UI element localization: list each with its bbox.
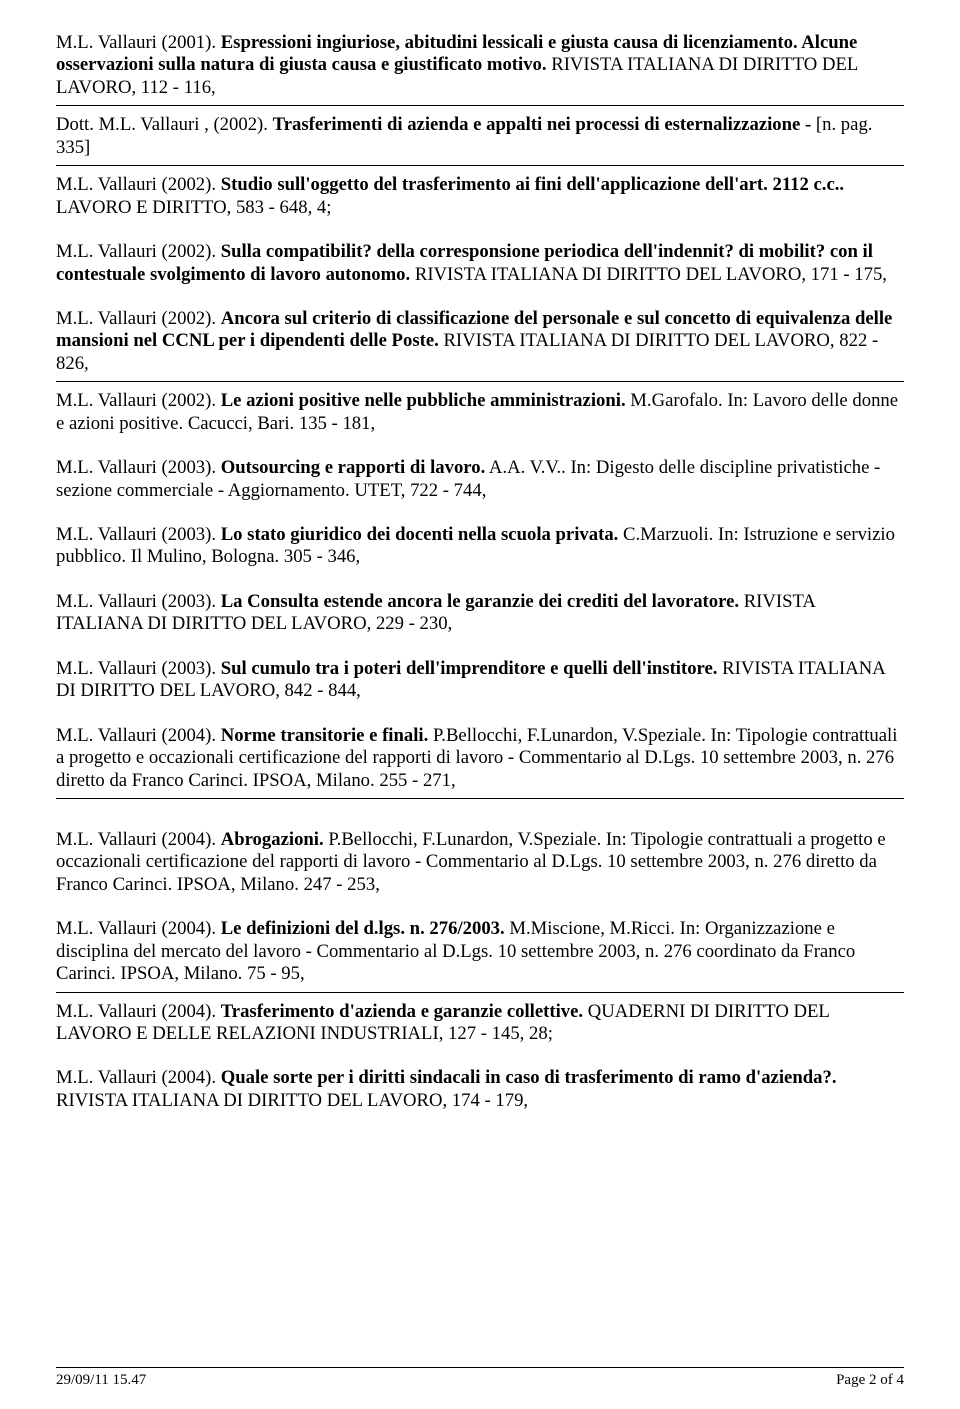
- spacer: [56, 642, 904, 658]
- entry-title: Studio sull'oggetto del trasferimento ai…: [221, 174, 844, 195]
- entry-text: M.L. Vallauri (2003). La Consulta estend…: [56, 591, 904, 636]
- bibliography-entry: M.L. Vallauri (2003). Outsourcing e rapp…: [56, 457, 904, 502]
- spacer: [56, 1118, 904, 1134]
- entry-title: La Consulta estende ancora le garanzie d…: [221, 591, 739, 612]
- spacer: [56, 1051, 904, 1067]
- entry-text: M.L. Vallauri (2004). Trasferimento d'az…: [56, 1001, 904, 1046]
- spacer: [56, 902, 904, 918]
- entry-text: M.L. Vallauri (2002). Le azioni positive…: [56, 390, 904, 435]
- spacer: [56, 709, 904, 725]
- entry-title: Trasferimenti di azienda e appalti nei p…: [273, 114, 812, 135]
- entry-title: Norme transitorie e finali.: [221, 725, 429, 746]
- entry-title: Trasferimento d'azienda e garanzie colle…: [221, 1001, 583, 1022]
- bibliography-entry: Dott. M.L. Vallauri , (2002). Trasferime…: [56, 114, 904, 159]
- entry-author-year: M.L. Vallauri (2004).: [56, 829, 221, 850]
- spacer: [56, 508, 904, 524]
- spacer: [56, 225, 904, 241]
- entry-text: M.L. Vallauri (2004). Norme transitorie …: [56, 725, 904, 792]
- bibliography-entry: M.L. Vallauri (2003). La Consulta estend…: [56, 591, 904, 636]
- entry-author-year: M.L. Vallauri (2003).: [56, 524, 221, 545]
- bibliography-entry: M.L. Vallauri (2002). Sulla compatibilit…: [56, 241, 904, 286]
- entry-text: M.L. Vallauri (2003). Outsourcing e rapp…: [56, 457, 904, 502]
- extra-spacer: [56, 807, 904, 829]
- entry-title: Le definizioni del d.lgs. n. 276/2003.: [221, 918, 505, 939]
- bibliography-entry: M.L. Vallauri (2003). Sul cumulo tra i p…: [56, 658, 904, 703]
- separator: [56, 165, 904, 166]
- bibliography-entry: M.L. Vallauri (2001). Espressioni ingiur…: [56, 32, 904, 99]
- footer-page-number: Page 2 of 4: [836, 1371, 904, 1389]
- entry-source: RIVISTA ITALIANA DI DIRITTO DEL LAVORO, …: [410, 264, 887, 285]
- spacer: [56, 575, 904, 591]
- entry-author-year: M.L. Vallauri (2002).: [56, 308, 221, 329]
- bibliography-entry: M.L. Vallauri (2004). Le definizioni del…: [56, 918, 904, 985]
- entry-title: Quale sorte per i diritti sindacali in c…: [221, 1067, 837, 1088]
- entry-text: M.L. Vallauri (2002). Sulla compatibilit…: [56, 241, 904, 286]
- entry-title: Outsourcing e rapporti di lavoro.: [221, 457, 486, 478]
- entry-title: Lo stato giuridico dei docenti nella scu…: [221, 524, 619, 545]
- bibliography-entry: M.L. Vallauri (2002). Ancora sul criteri…: [56, 308, 904, 375]
- entry-text: M.L. Vallauri (2002). Ancora sul criteri…: [56, 308, 904, 375]
- separator: [56, 381, 904, 382]
- spacer: [56, 441, 904, 457]
- entry-author-year: M.L. Vallauri (2002).: [56, 241, 221, 262]
- entry-author-year: Dott. M.L. Vallauri , (2002).: [56, 114, 273, 135]
- entry-author-year: M.L. Vallauri (2004).: [56, 918, 221, 939]
- entry-author-year: M.L. Vallauri (2004).: [56, 1067, 221, 1088]
- bibliography-entry: M.L. Vallauri (2003). Lo stato giuridico…: [56, 524, 904, 569]
- entry-text: M.L. Vallauri (2004). Le definizioni del…: [56, 918, 904, 985]
- entry-author-year: M.L. Vallauri (2002).: [56, 174, 221, 195]
- entry-text: M.L. Vallauri (2004). Abrogazioni. P.Bel…: [56, 829, 904, 896]
- entry-author-year: M.L. Vallauri (2004).: [56, 1001, 221, 1022]
- entry-text: Dott. M.L. Vallauri , (2002). Trasferime…: [56, 114, 904, 159]
- bibliography-entry: M.L. Vallauri (2004). Quale sorte per i …: [56, 1067, 904, 1112]
- bibliography-entry: M.L. Vallauri (2002). Le azioni positive…: [56, 390, 904, 435]
- bibliography-entry: M.L. Vallauri (2004). Trasferimento d'az…: [56, 1001, 904, 1046]
- entry-source: RIVISTA ITALIANA DI DIRITTO DEL LAVORO, …: [56, 1090, 528, 1111]
- separator: [56, 798, 904, 799]
- footer-timestamp: 29/09/11 15.47: [56, 1371, 146, 1389]
- entry-text: M.L. Vallauri (2001). Espressioni ingiur…: [56, 32, 904, 99]
- separator: [56, 992, 904, 993]
- entry-author-year: M.L. Vallauri (2002).: [56, 390, 221, 411]
- entry-text: M.L. Vallauri (2004). Quale sorte per i …: [56, 1067, 904, 1112]
- bibliography-list: M.L. Vallauri (2001). Espressioni ingiur…: [56, 32, 904, 1134]
- entry-text: M.L. Vallauri (2003). Lo stato giuridico…: [56, 524, 904, 569]
- entry-text: M.L. Vallauri (2002). Studio sull'oggett…: [56, 174, 904, 219]
- entry-title: Abrogazioni.: [221, 829, 324, 850]
- entry-author-year: M.L. Vallauri (2001).: [56, 32, 221, 53]
- entry-source: LAVORO E DIRITTO, 583 - 648, 4;: [56, 197, 331, 218]
- entry-author-year: M.L. Vallauri (2004).: [56, 725, 221, 746]
- separator: [56, 105, 904, 106]
- entry-author-year: M.L. Vallauri (2003).: [56, 457, 221, 478]
- entry-title: Sul cumulo tra i poteri dell'imprenditor…: [221, 658, 718, 679]
- spacer: [56, 292, 904, 308]
- bibliography-entry: M.L. Vallauri (2004). Norme transitorie …: [56, 725, 904, 792]
- entry-text: M.L. Vallauri (2003). Sul cumulo tra i p…: [56, 658, 904, 703]
- entry-author-year: M.L. Vallauri (2003).: [56, 591, 221, 612]
- bibliography-entry: M.L. Vallauri (2004). Abrogazioni. P.Bel…: [56, 829, 904, 896]
- entry-author-year: M.L. Vallauri (2003).: [56, 658, 221, 679]
- page-footer: 29/09/11 15.47 Page 2 of 4: [56, 1367, 904, 1389]
- page-container: M.L. Vallauri (2001). Espressioni ingiur…: [0, 0, 960, 1409]
- bibliography-entry: M.L. Vallauri (2002). Studio sull'oggett…: [56, 174, 904, 219]
- entry-title: Le azioni positive nelle pubbliche ammin…: [221, 390, 626, 411]
